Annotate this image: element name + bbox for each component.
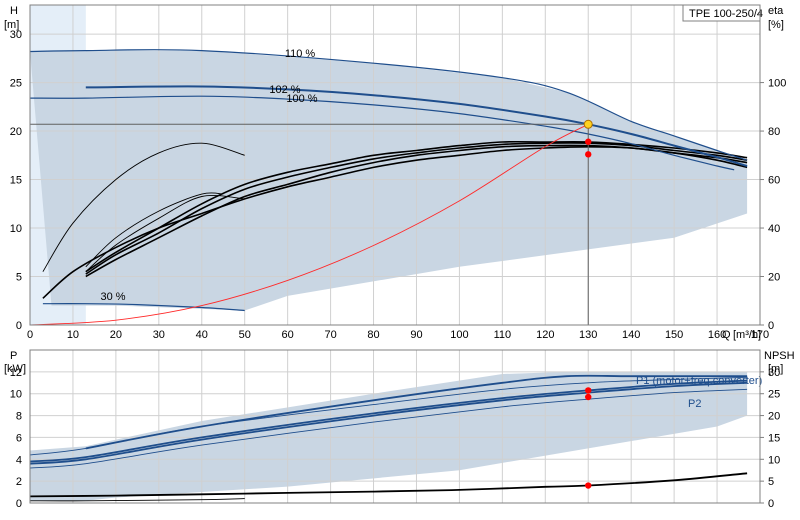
- operating-envelope: [30, 50, 748, 311]
- x-tick-label: 140: [622, 329, 640, 341]
- power-npsh-panel: 0 2 4 6 8 10 12 0 5 10 15 20 25 30 P[kW] NPSH[m] P1 (mot…: [4, 349, 795, 510]
- head-curve-label: 102 %: [269, 84, 300, 96]
- head-curve: [85, 85, 748, 167]
- y-tick-label-right: 5: [768, 476, 774, 488]
- x-axis-unit: [m³/h]: [733, 329, 761, 341]
- power-curve: [29, 379, 748, 463]
- system-curve: [29, 123, 589, 326]
- power-curve: [29, 376, 748, 456]
- x-tick-label: 100: [450, 329, 468, 341]
- power-curve-label-p1: P1 (motor+freq.converter): [636, 375, 762, 387]
- y-axis-label-left: H: [10, 5, 18, 17]
- y-tick-label-left: 4: [16, 454, 22, 466]
- npsh-curve: [29, 472, 748, 498]
- y-tick-label-left: 25: [10, 78, 22, 90]
- y-tick-label-right: 40: [768, 223, 780, 235]
- y-tick-label-left: 2: [16, 476, 22, 488]
- x-tick-label: 70: [324, 329, 336, 341]
- y-tick-label-right: 60: [768, 175, 780, 187]
- x-tick-label: 60: [282, 329, 294, 341]
- y-axis-unit-right: [m]: [768, 363, 783, 375]
- y-tick-label-left: 12: [10, 367, 22, 379]
- operating-point: [583, 119, 593, 129]
- x-tick-label: 120: [536, 329, 554, 341]
- power-curve: [29, 388, 748, 469]
- head-efficiency-panel: 0 10 20 30 40 50 60 70 80 90 100 110 120 130 140 150 160…: [4, 4, 786, 341]
- y-axis-label-right: NPSH: [764, 350, 795, 362]
- duty-point: [585, 393, 592, 401]
- x-tick-label: 20: [110, 329, 122, 341]
- duty-point: [585, 482, 592, 489]
- duty-point: [585, 151, 592, 158]
- x-tick-label: 110: [494, 329, 512, 341]
- y-axis-label-right: eta: [768, 5, 784, 17]
- efficiency-curve: [85, 195, 245, 273]
- y-tick-label-right: 100: [768, 78, 786, 90]
- efficiency-curve: [85, 140, 748, 273]
- x-tick-label: 80: [367, 329, 379, 341]
- x-tick-label: 90: [410, 329, 422, 341]
- y-tick-label-right: 20: [768, 272, 780, 284]
- y-tick-label-left: 5: [16, 272, 22, 284]
- x-tick-label: 30: [153, 329, 165, 341]
- duty-point: [585, 138, 592, 145]
- x-tick-label: 40: [196, 329, 208, 341]
- head-curve-label: 100 %: [286, 93, 317, 105]
- y-axis-unit-right: [%]: [768, 19, 784, 31]
- efficiency-curve: [42, 142, 245, 272]
- efficiency-curve: [85, 192, 224, 268]
- y-tick-label-left: 30: [10, 29, 22, 41]
- y-tick-label-left: 15: [10, 175, 22, 187]
- duty-point: [585, 387, 592, 394]
- x-axis-label: Q: [722, 329, 731, 341]
- power-curve: [29, 381, 748, 465]
- y-tick-label-left: 8: [16, 411, 22, 423]
- x-tick-label: 130: [579, 329, 597, 341]
- plot-frame: [29, 349, 761, 504]
- y-tick-label-right: 15: [768, 432, 780, 444]
- y-tick-label-right: 80: [768, 126, 780, 138]
- y-axis-unit-left: [m]: [4, 19, 19, 31]
- y-tick-label-right: 0: [768, 498, 774, 510]
- power-curve: [29, 498, 245, 502]
- x-tick-label: 50: [239, 329, 251, 341]
- y-axis-unit-left: [kW]: [4, 363, 26, 375]
- y-tick-label-right: 30: [768, 367, 780, 379]
- y-axis-label-left: P: [10, 350, 17, 362]
- head-curve-label: 30 %: [100, 291, 125, 303]
- y-tick-label-right: 20: [768, 411, 780, 423]
- x-tick-label: 160: [708, 329, 726, 341]
- y-tick-label-left: 6: [16, 432, 22, 444]
- head-curve: [29, 49, 748, 161]
- power-envelope: [30, 371, 748, 501]
- y-tick-label-left: 10: [10, 223, 22, 235]
- plot-frame: [29, 4, 761, 326]
- y-tick-label-left: 20: [10, 126, 22, 138]
- x-tick-label: 150: [665, 329, 683, 341]
- power-curve-label-p2: P2: [688, 398, 701, 410]
- x-tick-label: 170: [751, 329, 769, 341]
- y-tick-label-right: 0: [768, 320, 774, 332]
- y-tick-label-right: 25: [768, 389, 780, 401]
- efficiency-curve: [85, 144, 748, 278]
- y-tick-label-left: 10: [10, 389, 22, 401]
- y-tick-label-left: 0: [16, 498, 22, 510]
- head-curve: [42, 303, 245, 312]
- x-tick-label: 0: [27, 329, 33, 341]
- y-tick-label-left: 0: [16, 320, 22, 332]
- y-tick-label-right: 10: [768, 454, 780, 466]
- head-curve: [29, 95, 735, 171]
- head-curve-label: 110 %: [285, 48, 316, 60]
- x-tick-label: 10: [67, 329, 79, 341]
- model-name: TPE 100-250/4: [689, 8, 763, 20]
